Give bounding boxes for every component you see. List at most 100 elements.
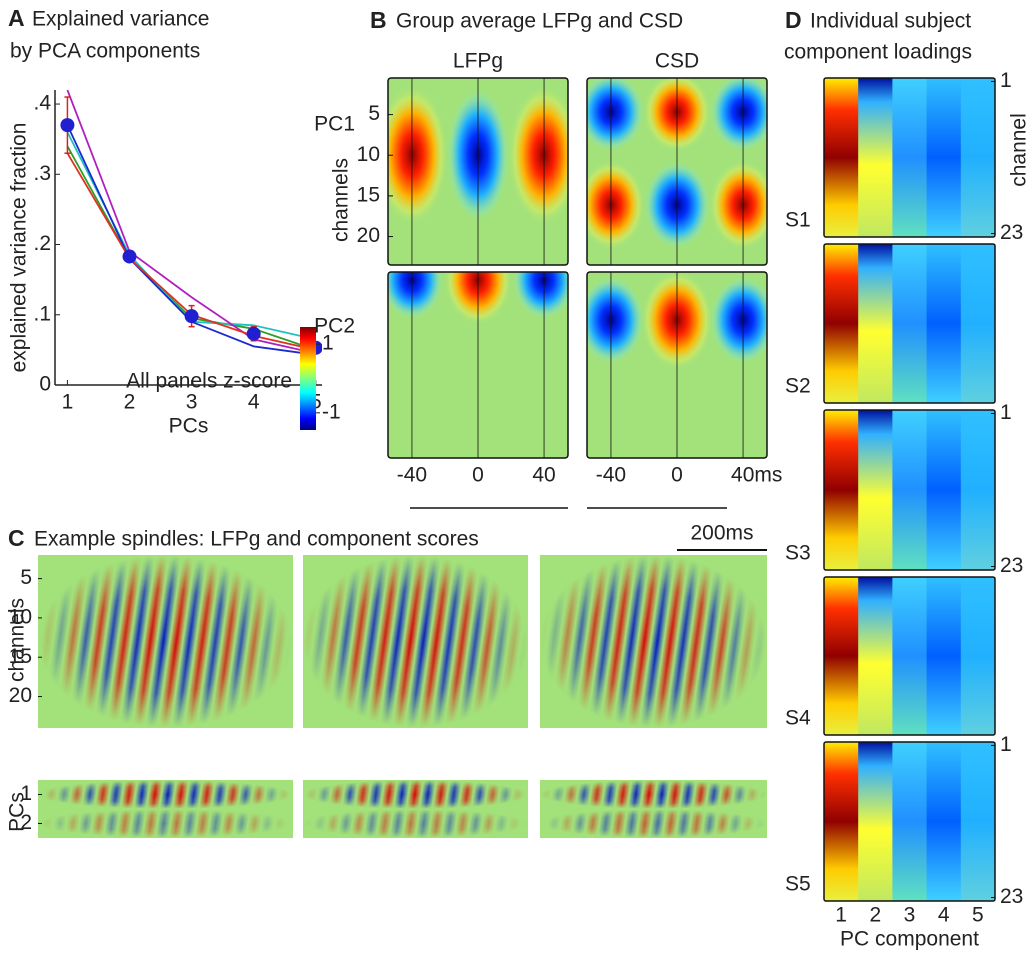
y-axis-label: explained variance fraction (8, 123, 31, 373)
heatmap-images (387, 77, 768, 509)
chart-title: Explained variance (32, 8, 209, 31)
x-tick-label: 5 (972, 904, 984, 927)
x-tick-label: 0 (472, 464, 484, 487)
series-line (66, 90, 316, 355)
panel-label: A (8, 5, 25, 31)
x-tick-label: -40 (397, 464, 427, 487)
loading-column (858, 244, 893, 403)
subject-label: S3 (785, 542, 811, 565)
loading-column (892, 244, 928, 403)
y-tick-label: 20 (357, 224, 380, 247)
loading-column (960, 742, 996, 901)
y-tick-label: 23 (1000, 554, 1023, 577)
x-tick-label: 2 (124, 391, 136, 414)
loading-column (926, 244, 962, 403)
mean-point (60, 118, 75, 133)
x-tick-label: 40 (532, 464, 555, 487)
loading-column (926, 577, 962, 735)
y-tick-label: 2 (20, 811, 32, 834)
chart-title: Group average LFPg and CSD (396, 10, 683, 33)
loading-column (926, 742, 962, 901)
loading-column (824, 244, 859, 403)
y-tick-label: 15 (357, 183, 380, 206)
subject-frame (823, 243, 996, 404)
subject-label: S4 (785, 707, 811, 730)
x-tick-label: 4 (248, 391, 260, 414)
loading-column (858, 410, 893, 570)
x-axis-label: PCs (169, 415, 209, 438)
x-tick-label: 1 (62, 391, 74, 414)
loading-column (960, 410, 996, 570)
colorbar (300, 327, 316, 430)
panel-label: B (370, 7, 387, 33)
loading-column (892, 577, 928, 735)
loading-column (960, 78, 996, 237)
mean-point (246, 326, 261, 341)
loading-column (858, 577, 893, 735)
y-tick-label: 1 (1000, 401, 1012, 424)
raster-images (38, 549, 767, 838)
y-tick-label: 20 (9, 684, 32, 707)
y-axis-label: channel (1008, 113, 1031, 187)
y-axis-label: channels (330, 158, 353, 242)
y-tick-label: 5 (20, 566, 32, 589)
subject-frame (823, 741, 996, 902)
y-tick-label: .3 (33, 162, 51, 185)
colorbar-tick-label: -1 (322, 400, 341, 423)
row-label: PC1 (314, 113, 355, 136)
x-tick-label: -40 (596, 464, 626, 487)
loading-column (858, 78, 893, 237)
y-tick-label: 1 (1000, 733, 1012, 756)
x-tick-label: 3 (186, 391, 198, 414)
loading-column (892, 742, 928, 901)
loading-column (824, 78, 859, 237)
y-axis-label: channels (6, 598, 29, 682)
subject-label: S1 (785, 209, 811, 232)
row-label: PC2 (314, 315, 355, 338)
subject-frame (823, 77, 996, 238)
x-tick-label: 0 (671, 464, 683, 487)
mean-point (122, 249, 137, 264)
subject-label: S2 (785, 375, 811, 398)
loading-column (926, 410, 962, 570)
x-tick-label: 3 (904, 904, 916, 927)
loading-column (824, 410, 859, 570)
loading-column (824, 742, 859, 901)
plot-area (60, 90, 322, 356)
loading-column (824, 577, 859, 735)
loading-column (858, 742, 893, 901)
colorbar-tick-label: 1 (322, 332, 334, 355)
loading-column (892, 410, 928, 570)
subject-frame (823, 576, 996, 736)
x-tick-label: 1 (835, 904, 847, 927)
loading-column (960, 244, 996, 403)
chart-title: by PCA components (10, 40, 200, 63)
chart-title: component loadings (784, 41, 972, 64)
column-label: LFPg (453, 50, 503, 73)
y-tick-label: 23 (1000, 885, 1023, 908)
y-tick-label: .2 (33, 232, 51, 255)
panel-label: D (785, 7, 802, 33)
y-tick-label: 23 (1000, 221, 1023, 244)
subject-label: S5 (785, 873, 811, 896)
y-tick-label: 1 (1000, 69, 1012, 92)
pcs-label: PCs (6, 792, 29, 832)
x-tick-label: 40ms (731, 464, 782, 487)
chart-title: Example spindles: LFPg and component sco… (34, 528, 479, 551)
loading-column (892, 78, 928, 237)
colorbar-title: All panels z-score (126, 370, 292, 393)
loading-column (926, 78, 962, 237)
x-axis-label: PC component (840, 928, 979, 951)
column-label: CSD (655, 50, 699, 73)
x-tick-label: 2 (869, 904, 881, 927)
panel-label: C (8, 525, 25, 551)
y-tick-label: 1 (20, 782, 32, 805)
x-tick-label: 4 (938, 904, 950, 927)
loading-column (960, 577, 996, 735)
chart-title: Individual subject (810, 10, 971, 33)
subject-frame (823, 409, 996, 571)
y-tick-label: 0 (39, 373, 51, 396)
y-tick-label: 10 (357, 143, 380, 166)
